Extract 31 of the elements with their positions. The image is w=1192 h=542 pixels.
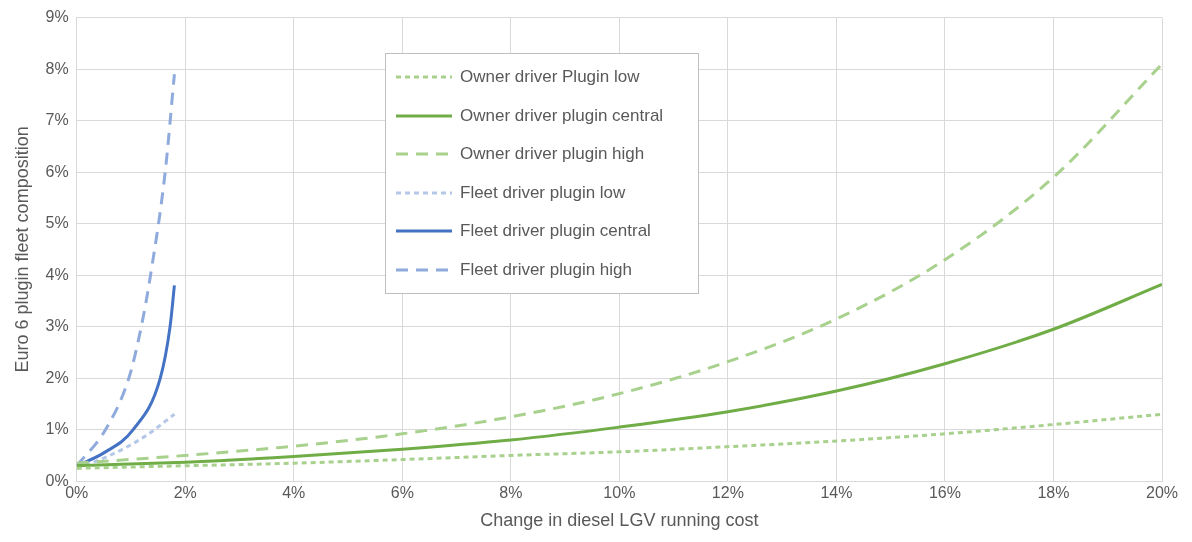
- y-axis-title: Euro 6 plugin fleet composition: [11, 126, 32, 373]
- x-tick-label: 20%: [1145, 484, 1179, 502]
- y-tick-label: 9%: [45, 8, 69, 26]
- x-tick-label: 6%: [390, 484, 414, 502]
- x-tick-label: 2%: [173, 484, 197, 502]
- legend-label: Fleet driver plugin high: [460, 259, 632, 280]
- y-tick-label: 5%: [45, 214, 69, 232]
- legend-label: Fleet driver plugin low: [460, 182, 626, 203]
- x-tick-label: 12%: [711, 484, 744, 502]
- x-tick-label: 16%: [928, 484, 961, 502]
- line-series: [76, 62, 1162, 465]
- x-tick-label: 14%: [820, 484, 853, 502]
- y-tick-label: 6%: [45, 162, 69, 180]
- y-tick-label: 2%: [45, 368, 69, 386]
- y-tick-label: 1%: [45, 420, 69, 438]
- line-series: [76, 282, 1162, 468]
- y-tick-label: 4%: [45, 265, 69, 283]
- x-tick-label: 0%: [65, 484, 89, 502]
- x-tick-label: 10%: [603, 484, 636, 502]
- legend-label: Owner driver plugin central: [460, 105, 664, 126]
- line-series: [76, 412, 1162, 470]
- y-tick-label: 3%: [45, 317, 69, 335]
- y-tick-label: 7%: [45, 111, 69, 129]
- x-tick-label: 8%: [499, 484, 523, 502]
- y-tick-label: 8%: [45, 59, 69, 77]
- x-axis-title: Change in diesel LGV running cost: [480, 510, 759, 531]
- x-tick-label: 18%: [1037, 484, 1070, 502]
- legend-label: Owner driver Plugin low: [460, 67, 640, 88]
- legend-label: Owner driver plugin high: [460, 144, 645, 165]
- x-tick-label: 4%: [282, 484, 306, 502]
- legend-label: Fleet driver plugin central: [460, 221, 651, 242]
